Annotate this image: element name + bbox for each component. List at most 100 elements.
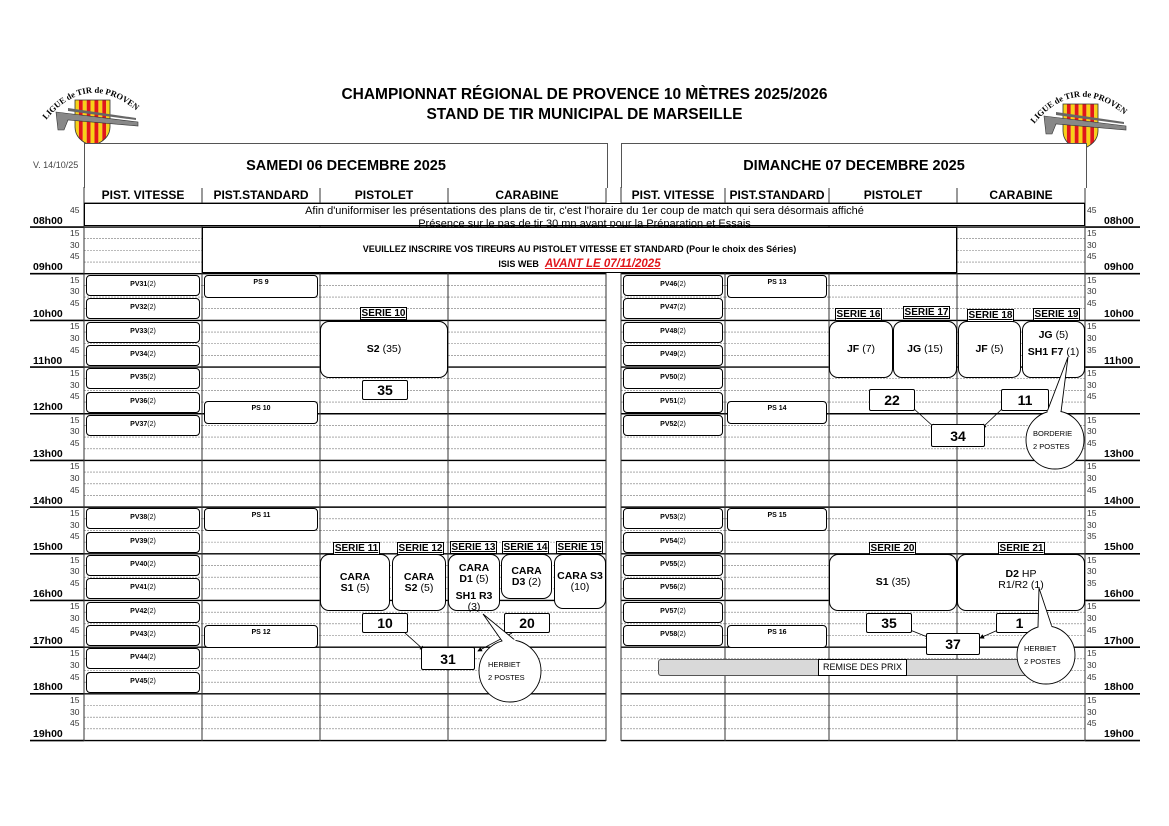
serie-block[interactable]: CARA S3 (10) (554, 554, 606, 609)
minute-label: 15 (70, 601, 80, 612)
ps-slot[interactable]: PS 12 (204, 624, 318, 648)
pv-slot[interactable]: PV43(2) (86, 625, 200, 647)
pv-slot-name: PV56 (660, 584, 678, 592)
serie-block[interactable]: CARA D3 (2) (501, 554, 552, 599)
serie-block[interactable]: CARA D1 (5) SH1 R3 (3) (448, 554, 500, 613)
ps-slot[interactable]: PS 13 (727, 274, 827, 298)
shooter-total-badge: 1 (996, 613, 1043, 633)
hour-label: 14h00 (33, 494, 63, 507)
serie-block[interactable]: CARA S1 (5) (320, 554, 390, 611)
count-label: (35) (891, 576, 911, 588)
hour-label: 12h00 (33, 401, 63, 414)
minute-label: 35 (1087, 531, 1097, 542)
callout-name: HERBIET (488, 660, 521, 669)
pv-slot[interactable]: PV46(2) (623, 274, 723, 296)
pv-slot[interactable]: PV40(2) (86, 555, 200, 576)
ps-slot[interactable]: PS 14 (727, 400, 827, 424)
shield-stripe (1070, 104, 1075, 150)
pv-slot[interactable]: PV36(2) (86, 391, 200, 413)
shield-stripe (82, 100, 87, 146)
pv-slot[interactable]: PV50(2) (623, 368, 723, 390)
serie-label: SERIE 18 (967, 309, 1014, 322)
serie-block[interactable]: S1 (35) (829, 554, 957, 611)
serie-block-line: JF (5) (975, 344, 1003, 355)
minute-label: 15 (1087, 554, 1097, 565)
serie-block-line: CARA (404, 571, 434, 583)
pv-slot[interactable]: PV33(2) (86, 321, 200, 343)
pv-slot-name: PV53 (660, 514, 678, 522)
minute-label: 15 (1087, 601, 1097, 612)
serie-block-line: R1/R2 (1) (998, 580, 1044, 591)
ps-slot[interactable]: PS 10 (204, 400, 318, 424)
pv-slot[interactable]: PV31(2) (86, 274, 200, 296)
pv-slot[interactable]: PV56(2) (623, 578, 723, 600)
minute-label: 15 (1087, 414, 1097, 425)
pv-slot-name: PV52 (660, 420, 678, 428)
ps-slot[interactable]: PS 11 (204, 508, 318, 532)
pv-slot[interactable]: PV35(2) (86, 368, 200, 390)
count-label: (5) (1055, 329, 1069, 341)
hour-label: 13h00 (1104, 447, 1134, 460)
pv-slot[interactable]: PV41(2) (86, 578, 200, 600)
pv-slot[interactable]: PV42(2) (86, 601, 200, 623)
minute-label: 30 (70, 379, 80, 390)
count-label: (5) (990, 343, 1004, 355)
pv-slot[interactable]: PV32(2) (86, 298, 200, 320)
minute-label: 30 (70, 659, 80, 670)
minute-label: 15 (70, 274, 80, 285)
serie-block[interactable]: JF (5) (958, 321, 1021, 378)
count-label: (7) (862, 343, 876, 355)
minute-label: 15 (70, 694, 80, 705)
minute-label: 30 (70, 239, 80, 250)
ps-slot[interactable]: PS 16 (727, 624, 827, 648)
pv-slot[interactable]: PV45(2) (86, 671, 200, 693)
serie-block[interactable]: S2 (35) (320, 321, 448, 378)
minute-label: 45 (70, 298, 80, 309)
pv-slot[interactable]: PV58(2) (623, 625, 723, 647)
serie-label: SERIE 10 (360, 307, 407, 320)
category-label: CARA (458, 562, 490, 574)
pv-slot[interactable]: PV53(2) (623, 508, 723, 530)
rifle-icon (1056, 112, 1124, 124)
callout-posts: 2 POSTES (488, 673, 525, 682)
serie-block[interactable]: JG (15) (893, 321, 957, 378)
pv-slot[interactable]: PV47(2) (623, 298, 723, 320)
serie-block[interactable]: D2 HP R1/R2 (1) (957, 554, 1085, 611)
pv-slot[interactable]: PV38(2) (86, 508, 200, 530)
serie-block[interactable]: JG (5) SH1 F7 (1) (1022, 321, 1085, 378)
pv-slot-name: PV45 (130, 677, 148, 685)
callout-text: HERBIET 2 POSTES (488, 658, 525, 684)
pv-slot[interactable]: PV48(2) (623, 321, 723, 343)
callout-joint (502, 639, 516, 643)
minute-label: 45 (1087, 624, 1097, 635)
serie-label: SERIE 21 (998, 542, 1045, 555)
pv-slot[interactable]: PV44(2) (86, 648, 200, 670)
pv-slot[interactable]: PV55(2) (623, 555, 723, 576)
pv-slot[interactable]: PV34(2) (86, 344, 200, 366)
pv-slot[interactable]: PV39(2) (86, 531, 200, 553)
minute-label: 15 (1087, 368, 1097, 379)
pv-slot[interactable]: PV52(2) (623, 414, 723, 436)
pv-slot[interactable]: PV37(2) (86, 414, 200, 436)
pv-slot[interactable]: PV54(2) (623, 531, 723, 553)
pv-slot[interactable]: PV51(2) (623, 391, 723, 413)
ps-slot[interactable]: PS 15 (727, 508, 827, 532)
ps-slot[interactable]: PS 9 (204, 274, 318, 298)
pv-slot-count: (2) (677, 514, 686, 522)
pv-slot-name: PV51 (660, 397, 678, 405)
minute-label: 45 (1087, 251, 1097, 262)
pv-slot-count: (2) (677, 280, 686, 288)
pv-slot[interactable]: PV49(2) (623, 344, 723, 366)
minute-label: 15 (70, 414, 80, 425)
serie-block-line: SH1 R3 (456, 591, 493, 602)
serie-block[interactable]: JF (7) (829, 321, 893, 378)
pv-slot-count: (2) (147, 677, 156, 685)
minute-label: 30 (1087, 706, 1097, 717)
pv-slot[interactable]: PV57(2) (623, 601, 723, 623)
deadline-label: AVANT LE 07/11/2025 (544, 258, 661, 270)
column-header: CARABINE (495, 188, 559, 202)
shield-stripe (75, 100, 79, 146)
pv-slot-name: PV40 (130, 561, 148, 568)
category-label: S2 (366, 343, 380, 355)
